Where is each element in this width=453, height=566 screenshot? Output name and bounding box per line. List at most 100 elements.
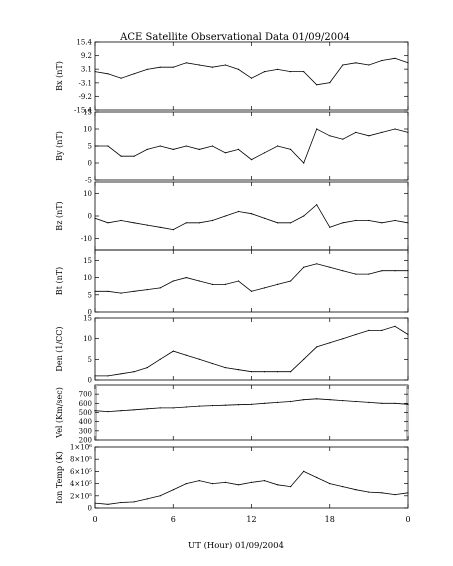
data-point bbox=[303, 215, 305, 217]
data-point bbox=[107, 73, 109, 75]
x-tick-label: 18 bbox=[325, 515, 335, 524]
x-tick-label: 12 bbox=[246, 515, 256, 524]
data-point bbox=[329, 399, 331, 401]
data-point bbox=[290, 280, 292, 282]
y-axis-label: Bx (nT) bbox=[55, 61, 64, 91]
data-point bbox=[146, 224, 148, 226]
data-point bbox=[381, 270, 383, 272]
data-point bbox=[120, 219, 122, 222]
y-tick-label: -9.2 bbox=[79, 93, 93, 101]
data-point bbox=[407, 492, 409, 494]
data-point bbox=[107, 145, 109, 147]
data-point bbox=[211, 405, 213, 407]
data-point bbox=[94, 217, 96, 219]
data-point bbox=[368, 491, 370, 493]
data-point bbox=[342, 270, 344, 272]
data-point bbox=[263, 152, 266, 154]
data-point bbox=[355, 333, 357, 336]
data-point bbox=[394, 402, 396, 404]
y-tick-label: -15.4 bbox=[74, 107, 92, 115]
series-line bbox=[94, 204, 409, 231]
data-point bbox=[198, 358, 200, 360]
data-point bbox=[303, 71, 305, 73]
data-point bbox=[394, 325, 396, 327]
data-point bbox=[120, 410, 122, 412]
data-point bbox=[368, 401, 370, 403]
data-point bbox=[290, 71, 292, 73]
y-tick-label: 10 bbox=[83, 335, 92, 343]
data-point bbox=[277, 401, 279, 403]
data-point bbox=[303, 358, 305, 360]
y-tick-label: 0 bbox=[88, 213, 92, 221]
data-point bbox=[211, 483, 213, 485]
data-point bbox=[211, 145, 213, 147]
data-point bbox=[185, 222, 187, 224]
x-tick-label: 0 bbox=[92, 515, 97, 524]
data-point bbox=[94, 145, 96, 147]
data-point bbox=[94, 290, 96, 292]
y-tick-label: 0 bbox=[88, 505, 92, 513]
panel-frame bbox=[94, 181, 409, 251]
panel-2: -10 0 10 Bz (nT) bbox=[55, 181, 409, 251]
data-point bbox=[198, 405, 200, 407]
y-tick-label: 15 bbox=[83, 315, 92, 323]
data-point bbox=[146, 289, 148, 291]
data-point bbox=[355, 62, 357, 64]
data-point bbox=[146, 148, 148, 150]
y-tick-label: 0 bbox=[88, 160, 92, 168]
data-point bbox=[277, 68, 279, 70]
data-point bbox=[329, 82, 331, 84]
data-point bbox=[368, 273, 370, 275]
panels-group: -15.4 -9.2 -3.1 3.1 9.2 15.4 Bx (nT) -5 0 5 10 15 By… bbox=[55, 39, 411, 525]
data-point bbox=[146, 367, 148, 369]
data-point bbox=[277, 145, 279, 147]
y-tick-label: 10 bbox=[83, 274, 92, 282]
data-point bbox=[381, 492, 383, 494]
data-point bbox=[224, 404, 226, 406]
series-line bbox=[94, 470, 409, 505]
data-point bbox=[250, 159, 253, 161]
data-point bbox=[290, 222, 292, 224]
panel-6: 0 2×10⁵ 4×10⁵ 6×10⁵ 8×10⁵ 1×10⁶ Ion Temp (K) bbox=[55, 444, 409, 513]
y-tick-label: 5 bbox=[88, 291, 92, 299]
y-tick-label: 10 bbox=[83, 190, 92, 198]
data-point bbox=[263, 287, 266, 289]
data-point bbox=[263, 217, 266, 219]
y-tick-label: 400 bbox=[79, 418, 92, 426]
data-point bbox=[185, 354, 187, 356]
data-point bbox=[303, 266, 305, 268]
data-point bbox=[94, 375, 96, 377]
data-point bbox=[159, 407, 161, 409]
data-point bbox=[198, 64, 200, 66]
data-point bbox=[290, 371, 292, 373]
data-point bbox=[172, 280, 174, 282]
data-point bbox=[342, 338, 344, 340]
data-point bbox=[237, 280, 240, 282]
data-point bbox=[342, 400, 344, 402]
y-tick-label: 15 bbox=[83, 109, 92, 117]
panel-frame bbox=[94, 41, 409, 111]
panel-frame bbox=[94, 317, 409, 381]
data-point bbox=[172, 489, 174, 491]
data-point bbox=[381, 59, 383, 62]
y-tick-label: -3.1 bbox=[79, 79, 93, 87]
data-point bbox=[237, 369, 240, 371]
panel-frame bbox=[94, 111, 409, 181]
data-point bbox=[159, 226, 161, 228]
data-point bbox=[224, 283, 226, 285]
data-point bbox=[394, 128, 396, 130]
y-axis-label: Vel (Km/sec) bbox=[55, 387, 64, 439]
data-point bbox=[290, 400, 292, 403]
data-point bbox=[355, 273, 357, 275]
data-point bbox=[133, 73, 135, 75]
y-axis-label: Bz (nT) bbox=[55, 201, 64, 230]
data-point bbox=[316, 476, 318, 479]
data-point bbox=[316, 263, 318, 265]
data-point bbox=[237, 68, 240, 70]
y-tick-label: 10 bbox=[83, 126, 92, 134]
data-point bbox=[211, 362, 213, 365]
y-tick-label: 1×10⁶ bbox=[70, 444, 92, 452]
data-point bbox=[355, 219, 357, 222]
data-point bbox=[381, 131, 383, 133]
